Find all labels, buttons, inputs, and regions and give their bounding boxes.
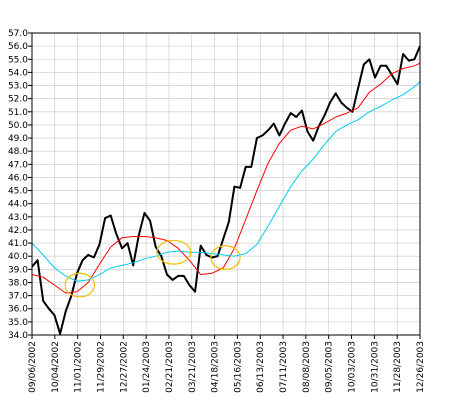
grid — [31, 32, 421, 336]
x-tick-label: 12/27/2002 — [119, 341, 129, 393]
x-tick-label: 02/21/2003 — [165, 341, 175, 393]
y-tick-label: 43.0 — [8, 213, 28, 223]
plot-border — [31, 32, 421, 336]
x-tick-label: 09/05/2003 — [325, 341, 335, 393]
y-tick-label: 52.0 — [8, 95, 28, 105]
y-tick-label: 34.0 — [8, 331, 28, 341]
x-tick-label: 10/31/2003 — [370, 341, 380, 393]
highlight-ellipse — [156, 239, 192, 265]
moving-average-short-line — [31, 62, 421, 294]
series-layer — [31, 45, 421, 335]
x-tick-label: 10/03/2003 — [348, 341, 358, 393]
y-tick-label: 57.0 — [8, 29, 28, 39]
y-tick-label: 39.0 — [8, 265, 28, 275]
x-tick-label: 04/18/2003 — [211, 341, 221, 393]
highlight-ellipse — [64, 272, 96, 298]
price-series-line — [31, 45, 421, 335]
x-tick-label: 11/01/2002 — [74, 341, 84, 393]
y-tick-label: 35.0 — [8, 318, 28, 328]
x-tick-label: 01/24/2003 — [142, 341, 152, 393]
x-tick-label: 06/13/2003 — [256, 341, 266, 393]
y-tick-label: 49.0 — [8, 134, 28, 144]
y-tick-label: 44.0 — [8, 200, 28, 210]
x-tick-label: 12/26/2003 — [416, 341, 426, 393]
x-tick-label: 07/11/2003 — [279, 341, 289, 393]
x-tick-label: 05/16/2003 — [233, 341, 243, 393]
y-tick-label: 47.0 — [8, 160, 28, 170]
y-tick-label: 40.0 — [8, 252, 28, 262]
y-tick-label: 51.0 — [8, 108, 28, 118]
y-tick-label: 48.0 — [8, 147, 28, 157]
y-tick-label: 55.0 — [8, 55, 28, 65]
x-tick-label: 08/08/2003 — [302, 341, 312, 393]
y-tick-label: 54.0 — [8, 68, 28, 78]
moving-average-long-line — [31, 81, 421, 282]
y-tick-label: 36.0 — [8, 305, 28, 315]
y-axis: 34.0 35.0 36.0 37.0 38.0 39.0 40.0 41.0 42.0 43.0… — [8, 29, 32, 341]
y-tick-label: 53.0 — [8, 82, 28, 92]
y-tick-label: 50.0 — [8, 121, 28, 131]
x-tick-label: 09/06/2002 — [28, 341, 38, 393]
highlight-ellipse — [210, 245, 241, 270]
annotation-layer — [64, 239, 241, 298]
y-tick-label: 56.0 — [8, 42, 28, 52]
x-tick-label: 10/04/2002 — [51, 341, 61, 393]
y-tick-label: 37.0 — [8, 292, 28, 302]
y-tick-label: 38.0 — [8, 278, 28, 288]
y-tick-label: 46.0 — [8, 173, 28, 183]
x-tick-label: 11/29/2002 — [96, 341, 106, 393]
x-tick-label: 03/21/2003 — [188, 341, 198, 393]
y-tick-label: 42.0 — [8, 226, 28, 236]
x-tick-label: 11/28/2003 — [393, 341, 403, 393]
x-axis: 09/06/2002 10/04/2002 11/01/2002 11/29/2002… — [28, 335, 426, 393]
y-tick-label: 45.0 — [8, 187, 28, 197]
y-tick-label: 41.0 — [8, 239, 28, 249]
